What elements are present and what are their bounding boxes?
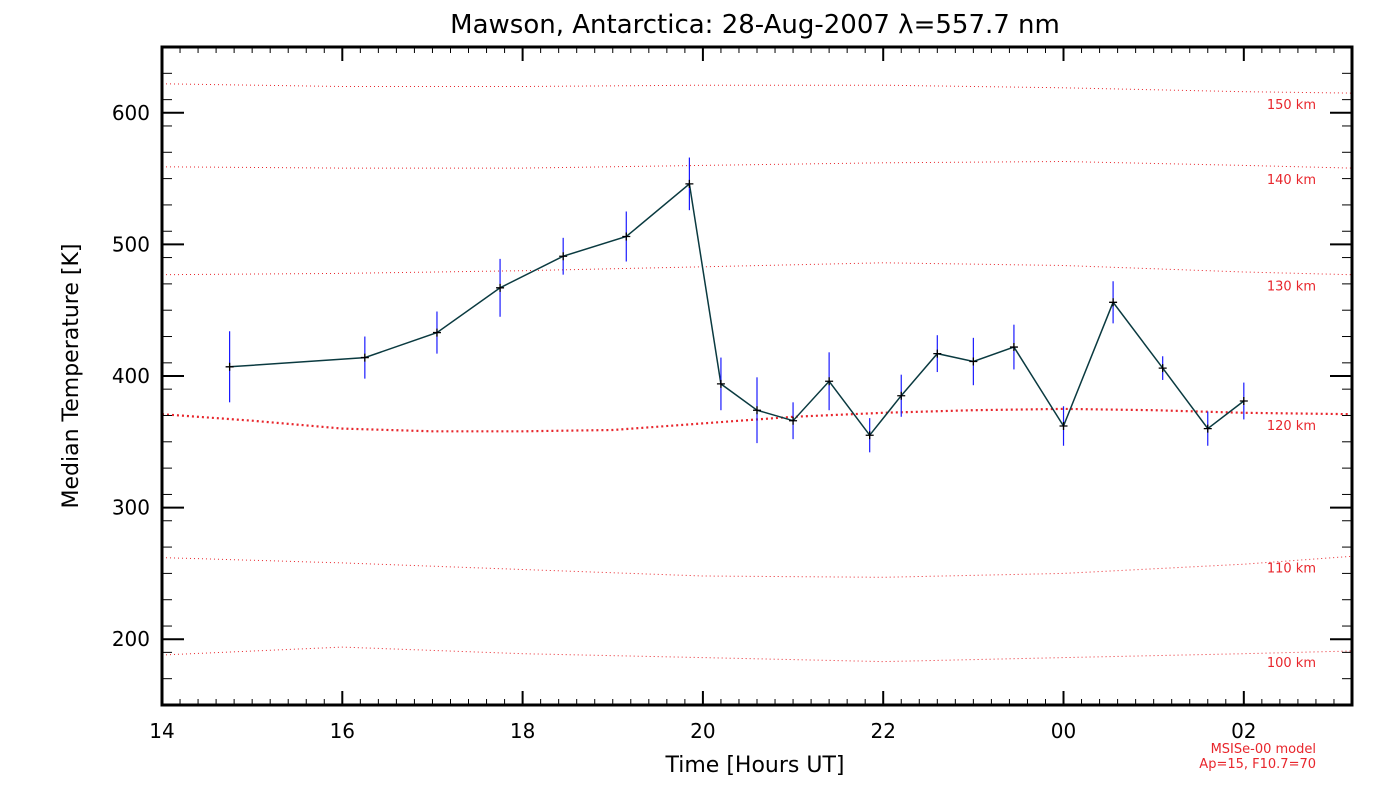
data-point-15 bbox=[1009, 343, 1018, 352]
data-point-7 bbox=[716, 379, 725, 388]
data-point-2 bbox=[432, 328, 441, 337]
data-series bbox=[225, 157, 1248, 453]
chart-title: Mawson, Antarctica: 28-Aug-2007 λ=557.7 … bbox=[450, 10, 1060, 40]
model-label-0: 100 km bbox=[1267, 656, 1316, 671]
data-point-5 bbox=[622, 232, 631, 241]
x-tick-label-2: 18 bbox=[510, 719, 535, 743]
data-point-4 bbox=[559, 252, 568, 261]
data-point-20 bbox=[1239, 397, 1248, 406]
data-point-18 bbox=[1158, 364, 1167, 373]
data-point-11 bbox=[865, 431, 874, 440]
data-point-10 bbox=[825, 377, 834, 386]
data-point-13 bbox=[933, 349, 942, 358]
model-curve-0 bbox=[161, 646, 1353, 663]
model-note-line1: MSISe-00 model bbox=[1211, 742, 1316, 757]
model-curves: 100 km 110 km 120 km 130 km 140 km 150 km bbox=[161, 83, 1353, 671]
x-tick-label-5: 00 bbox=[1051, 719, 1076, 743]
data-point-6 bbox=[685, 179, 694, 188]
x-tick-label-0: 14 bbox=[149, 719, 174, 743]
model-curve-4 bbox=[161, 160, 1353, 169]
x-tick-label-3: 20 bbox=[690, 719, 715, 743]
x-tick-label-4: 22 bbox=[870, 719, 895, 743]
y-tick-label-3: 500 bbox=[112, 232, 150, 256]
x-tick-label-1: 16 bbox=[330, 719, 355, 743]
model-curve-2 bbox=[161, 407, 1353, 433]
model-label-1: 110 km bbox=[1267, 561, 1316, 576]
y-axis-title: Median Temperature [K] bbox=[59, 244, 84, 509]
model-label-3: 130 km bbox=[1267, 280, 1316, 295]
x-tick-label-6: 02 bbox=[1231, 719, 1256, 743]
y-tick-label-2: 400 bbox=[112, 364, 150, 388]
data-point-16 bbox=[1059, 422, 1068, 431]
data-point-17 bbox=[1109, 298, 1118, 307]
model-curve-5 bbox=[161, 83, 1353, 94]
model-note-line2: Ap=15, F10.7=70 bbox=[1199, 757, 1316, 772]
series-line-0 bbox=[229, 182, 1245, 437]
data-point-0 bbox=[225, 362, 234, 371]
model-label-4: 140 km bbox=[1267, 173, 1316, 188]
data-point-9 bbox=[789, 416, 798, 425]
data-point-12 bbox=[897, 391, 906, 400]
data-point-14 bbox=[969, 357, 978, 366]
x-axis-title: Time [Hours UT] bbox=[665, 753, 845, 778]
model-label-2: 120 km bbox=[1267, 419, 1316, 434]
y-tick-label-4: 600 bbox=[112, 101, 150, 125]
model-curve-3 bbox=[161, 262, 1353, 276]
y-tick-label-1: 300 bbox=[112, 496, 150, 520]
data-point-8 bbox=[753, 406, 761, 415]
y-tick-label-0: 200 bbox=[112, 627, 150, 651]
axis-ticks: 14 16 18 20 22 00 02 200 300 400 500 600 bbox=[112, 46, 1353, 743]
data-point-3 bbox=[496, 283, 505, 292]
plot-frame bbox=[160, 45, 1354, 707]
model-label-5: 150 km bbox=[1267, 98, 1316, 113]
data-point-19 bbox=[1203, 424, 1212, 433]
data-point-1 bbox=[360, 353, 369, 362]
model-curve-1 bbox=[161, 555, 1353, 578]
